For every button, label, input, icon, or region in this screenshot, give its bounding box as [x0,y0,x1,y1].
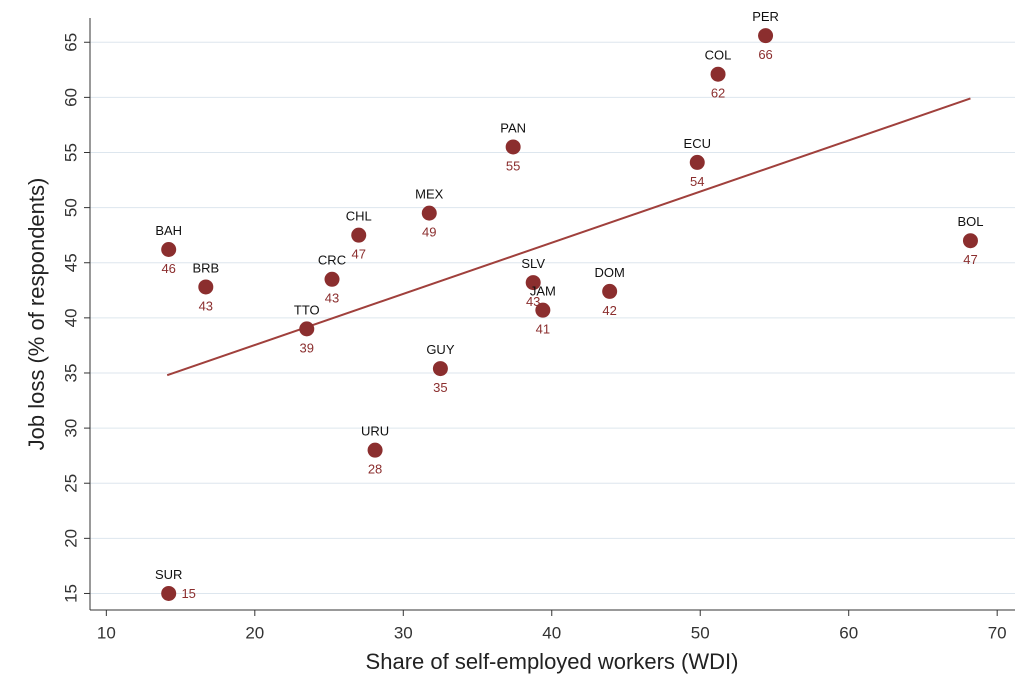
x-tick-label: 10 [97,623,116,642]
point [161,242,177,258]
x-tick-label: 60 [839,623,858,642]
value-label: 41 [536,322,550,337]
point-label: GUY [426,342,455,357]
value-label: 49 [422,225,436,240]
y-tick-label: 55 [61,143,80,162]
point [689,154,705,170]
value-label: 62 [711,86,725,101]
y-tick-label: 50 [61,198,80,217]
point-label: BAH [155,223,182,238]
value-label: 35 [433,380,447,395]
fit-line [166,97,971,377]
point [324,271,340,287]
point-label: CHL [346,209,372,224]
point [432,361,448,377]
point [505,139,521,155]
y-tick-label: 45 [61,253,80,272]
value-label: 39 [300,340,314,355]
x-tick-label: 70 [988,623,1007,642]
point-label: PAN [500,120,526,135]
point [198,279,214,295]
value-label: 47 [963,252,977,267]
point [351,227,367,243]
value-label: 43 [526,294,540,309]
point-label: MEX [415,187,444,202]
point-label: SUR [155,567,182,582]
point-label: DOM [594,265,624,280]
point [962,233,978,249]
point-label: URU [361,424,389,439]
y-axis-title: Job loss (% of respondents) [24,178,49,451]
point [421,205,437,221]
point [525,275,541,291]
point [602,283,618,299]
point-label: SLV [521,256,545,271]
x-tick-label: 50 [691,623,710,642]
value-label: 46 [161,261,175,276]
x-tick-label: 30 [394,623,413,642]
point-label: CRC [318,253,346,268]
point-label: COL [705,48,732,63]
point-label: JAM [530,284,556,299]
value-label: 42 [602,303,616,318]
point-label: TTO [294,302,320,317]
y-tick-label: 20 [61,529,80,548]
y-tick-label: 60 [61,88,80,107]
y-tick-label: 35 [61,364,80,383]
point-label: ECU [684,136,711,151]
point [535,302,551,318]
value-label: 54 [690,174,704,189]
value-label: 47 [352,247,366,262]
point [710,66,726,82]
y-tick-label: 40 [61,308,80,327]
value-label: 15 [181,586,195,601]
point [299,321,315,337]
y-tick-label: 15 [61,584,80,603]
value-label: 55 [506,158,520,173]
x-tick-label: 40 [542,623,561,642]
point [367,442,383,458]
y-tick-label: 30 [61,419,80,438]
value-label: 43 [199,298,213,313]
x-axis-title: Share of self-employed workers (WDI) [366,649,739,674]
point [161,585,177,601]
point-label: BRB [192,260,219,275]
x-tick-label: 20 [245,623,264,642]
value-label: 66 [758,47,772,62]
point [758,28,774,44]
value-label: 28 [368,462,382,477]
point-label: PER [752,9,779,24]
y-tick-label: 25 [61,474,80,493]
y-tick-label: 65 [61,33,80,52]
value-label: 43 [325,291,339,306]
point-label: BOL [957,214,983,229]
